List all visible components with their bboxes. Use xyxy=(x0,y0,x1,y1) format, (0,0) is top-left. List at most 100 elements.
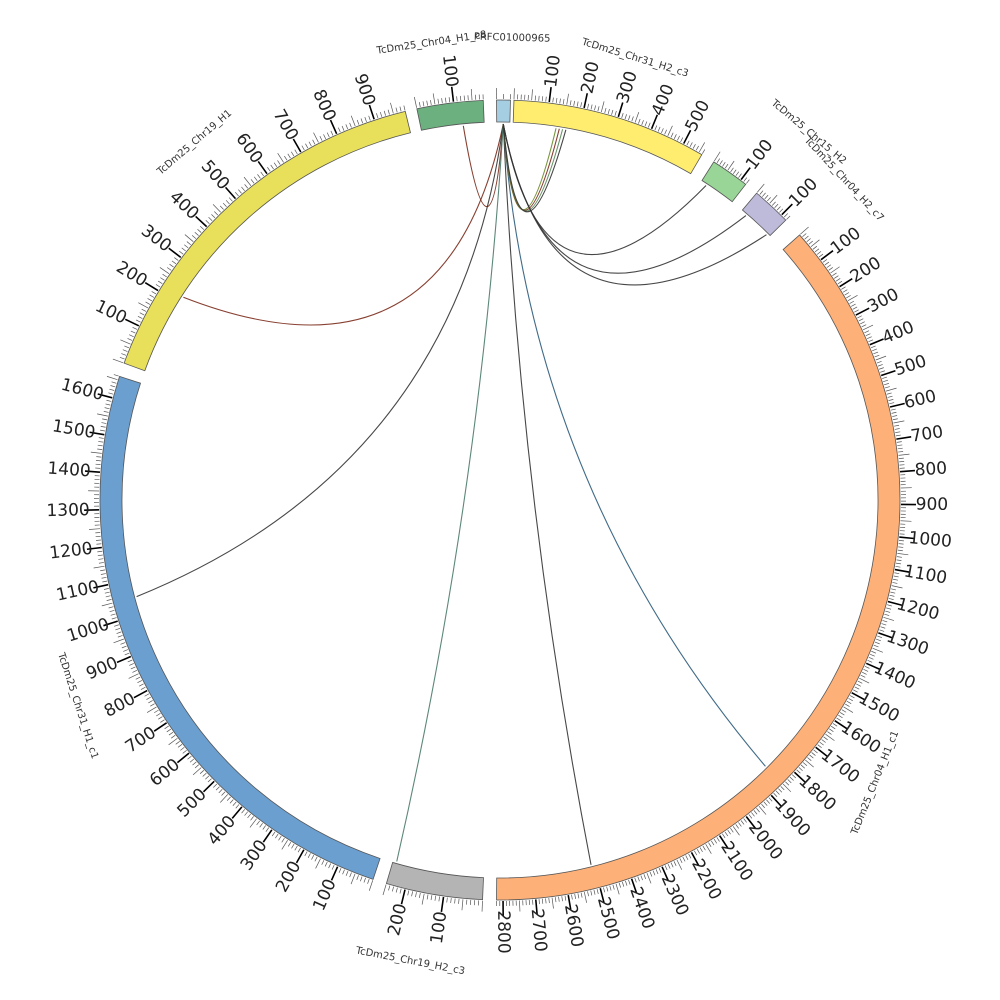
minor-tick xyxy=(845,703,850,707)
tick-label: 400 xyxy=(879,317,917,348)
minor-tick xyxy=(890,408,896,411)
minor-tick xyxy=(677,135,680,141)
minor-tick xyxy=(117,635,123,638)
minor-tick xyxy=(139,312,145,316)
minor-tick xyxy=(641,120,644,126)
tick-label: 1500 xyxy=(51,416,97,443)
tick-label: 600 xyxy=(902,386,938,413)
segment-label: TcDm25_Chr15_H2 xyxy=(768,97,848,167)
minor-tick xyxy=(205,219,210,224)
minor-tick xyxy=(541,898,544,904)
major-tick xyxy=(781,203,793,216)
minor-tick xyxy=(284,155,288,161)
major-tick xyxy=(89,431,105,436)
minor-tick xyxy=(834,275,839,279)
minor-tick xyxy=(841,286,846,290)
minor-tick xyxy=(713,151,721,162)
minor-tick xyxy=(199,225,205,230)
minor-tick xyxy=(857,315,862,319)
minor-tick xyxy=(880,370,885,373)
minor-tick xyxy=(128,673,139,679)
minor-tick xyxy=(851,303,856,307)
minor-tick xyxy=(724,163,729,169)
minor-tick xyxy=(886,607,892,610)
minor-tick xyxy=(265,827,270,832)
minor-tick xyxy=(554,897,557,903)
minor-tick xyxy=(241,809,246,814)
minor-tick xyxy=(724,831,729,837)
minor-tick xyxy=(738,173,742,178)
minor-tick xyxy=(156,713,161,717)
minor-tick xyxy=(892,415,898,417)
minor-tick xyxy=(564,895,567,901)
minor-tick xyxy=(842,289,848,293)
minor-tick xyxy=(888,399,894,401)
minor-tick xyxy=(555,97,558,104)
minor-tick xyxy=(682,856,686,862)
major-tick xyxy=(86,546,102,551)
minor-tick xyxy=(297,847,301,853)
minor-tick xyxy=(892,418,898,421)
minor-tick xyxy=(827,731,832,735)
minor-tick xyxy=(290,151,295,157)
minor-tick xyxy=(446,897,448,903)
minor-tick xyxy=(100,569,106,572)
tick-label: 1200 xyxy=(48,539,93,564)
minor-tick xyxy=(99,429,106,432)
minor-tick xyxy=(612,884,615,890)
minor-tick xyxy=(719,160,723,165)
minor-tick xyxy=(893,575,899,578)
tick-label: 1900 xyxy=(770,795,814,840)
major-tick xyxy=(153,722,168,732)
minor-tick xyxy=(776,206,781,211)
minor-tick xyxy=(774,203,779,209)
minor-tick xyxy=(379,111,383,117)
minor-tick xyxy=(130,330,136,334)
major-tick xyxy=(450,86,455,102)
segment-TcDm25_Chr19_H2_c3 xyxy=(385,861,484,901)
minor-tick xyxy=(885,387,897,392)
minor-tick xyxy=(832,723,838,727)
minor-tick xyxy=(96,456,102,458)
minor-tick xyxy=(640,875,643,881)
minor-tick xyxy=(244,811,248,816)
minor-tick xyxy=(882,376,888,379)
minor-tick xyxy=(576,101,579,107)
major-tick xyxy=(440,896,445,912)
minor-tick xyxy=(441,98,443,104)
minor-tick xyxy=(735,171,740,176)
minor-tick xyxy=(448,97,451,103)
minor-tick xyxy=(692,143,696,149)
minor-tick xyxy=(180,747,185,751)
minor-tick xyxy=(155,284,161,288)
minor-tick xyxy=(253,176,258,182)
segment-label: TcDm25_Chr04_H1_c8 xyxy=(375,29,487,56)
minor-tick xyxy=(587,891,589,897)
minor-tick xyxy=(888,598,894,600)
minor-tick xyxy=(837,280,843,285)
tick-label: 2000 xyxy=(744,818,786,864)
tick-label: 100 xyxy=(309,876,340,914)
minor-tick xyxy=(874,641,880,645)
tick-label: 900 xyxy=(83,653,121,684)
tick-label: 900 xyxy=(350,71,379,108)
tick-label: 100 xyxy=(92,296,130,328)
minor-tick xyxy=(817,744,822,749)
minor-tick xyxy=(127,338,133,341)
major-tick xyxy=(329,119,338,135)
minor-tick xyxy=(816,251,822,255)
minor-tick xyxy=(880,626,886,629)
major-tick xyxy=(889,402,905,408)
minor-tick xyxy=(197,228,202,233)
minor-tick xyxy=(743,818,747,823)
minor-tick xyxy=(257,174,261,179)
minor-tick xyxy=(202,772,207,777)
minor-tick xyxy=(895,431,901,433)
minor-tick xyxy=(287,841,292,847)
minor-tick xyxy=(603,887,606,893)
tick-label: 300 xyxy=(137,221,175,257)
minor-tick xyxy=(450,897,452,904)
minor-tick xyxy=(883,616,895,621)
minor-tick xyxy=(562,99,565,105)
minor-tick xyxy=(676,859,683,870)
